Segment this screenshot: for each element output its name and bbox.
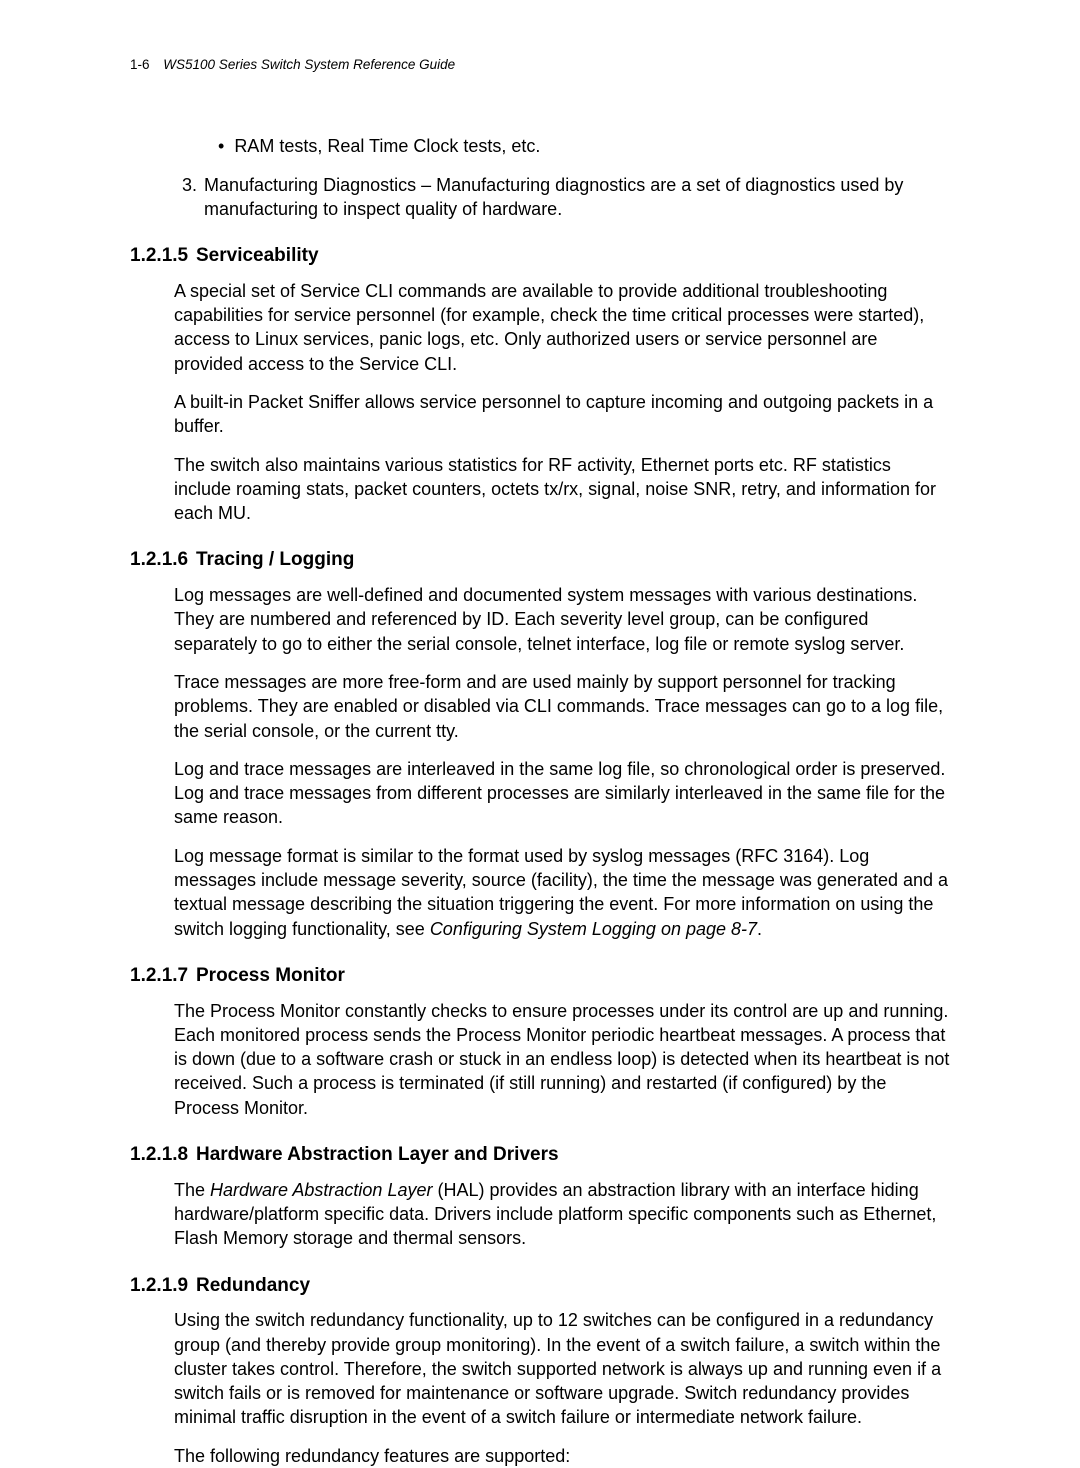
paragraph: The Hardware Abstraction Layer (HAL) pro… <box>174 1178 950 1251</box>
heading-hal: 1.2.1.8 Hardware Abstraction Layer and D… <box>130 1142 950 1168</box>
paragraph: Log and trace messages are interleaved i… <box>174 757 950 830</box>
page-number: 1-6 <box>130 57 150 72</box>
paragraph: The Process Monitor constantly checks to… <box>174 999 950 1120</box>
section-hal: 1.2.1.8 Hardware Abstraction Layer and D… <box>130 1142 950 1251</box>
paragraph: Using the switch redundancy functionalit… <box>174 1308 950 1429</box>
heading-tracing: 1.2.1.6 Tracing / Logging <box>130 547 950 573</box>
paragraph-italic: Configuring System Logging on page 8-7 <box>430 919 757 939</box>
heading-serviceability: 1.2.1.5 Serviceability <box>130 243 950 269</box>
section-process-monitor: 1.2.1.7 Process Monitor The Process Moni… <box>130 963 950 1120</box>
paragraph-italic: Hardware Abstraction Layer <box>210 1180 432 1200</box>
numbered-text: Manufacturing Diagnostics – Manufacturin… <box>204 173 950 222</box>
heading-title: Redundancy <box>196 1273 310 1299</box>
paragraph-text: The <box>174 1180 210 1200</box>
paragraph: Log messages are well-defined and docume… <box>174 583 950 656</box>
heading-number: 1.2.1.9 <box>130 1273 196 1299</box>
paragraph: A built-in Packet Sniffer allows service… <box>174 390 950 439</box>
section-serviceability: 1.2.1.5 Serviceability A special set of … <box>130 243 950 525</box>
section-tracing: 1.2.1.6 Tracing / Logging Log messages a… <box>130 547 950 941</box>
page-header: 1-6 WS5100 Series Switch System Referenc… <box>130 56 950 74</box>
paragraph: Trace messages are more free-form and ar… <box>174 670 950 743</box>
heading-number: 1.2.1.5 <box>130 243 196 269</box>
guide-title: WS5100 Series Switch System Reference Gu… <box>163 57 455 72</box>
numbered-index: 3. <box>182 173 204 222</box>
heading-title: Tracing / Logging <box>196 547 354 573</box>
paragraph: A special set of Service CLI commands ar… <box>174 279 950 376</box>
heading-number: 1.2.1.8 <box>130 1142 196 1168</box>
heading-title: Process Monitor <box>196 963 345 989</box>
heading-title: Serviceability <box>196 243 319 269</box>
heading-number: 1.2.1.6 <box>130 547 196 573</box>
paragraph-text: . <box>757 919 762 939</box>
paragraph: The following redundancy features are su… <box>174 1444 950 1468</box>
paragraph: Log message format is similar to the for… <box>174 844 950 941</box>
heading-process-monitor: 1.2.1.7 Process Monitor <box>130 963 950 989</box>
section-redundancy: 1.2.1.9 Redundancy Using the switch redu… <box>130 1273 950 1468</box>
heading-number: 1.2.1.7 <box>130 963 196 989</box>
bullet-icon: • <box>218 134 224 158</box>
numbered-item: 3. Manufacturing Diagnostics – Manufactu… <box>182 173 950 222</box>
bullet-text: RAM tests, Real Time Clock tests, etc. <box>234 134 540 158</box>
bullet-item: • RAM tests, Real Time Clock tests, etc. <box>218 134 950 158</box>
heading-redundancy: 1.2.1.9 Redundancy <box>130 1273 950 1299</box>
heading-title: Hardware Abstraction Layer and Drivers <box>196 1142 559 1168</box>
paragraph: The switch also maintains various statis… <box>174 453 950 526</box>
